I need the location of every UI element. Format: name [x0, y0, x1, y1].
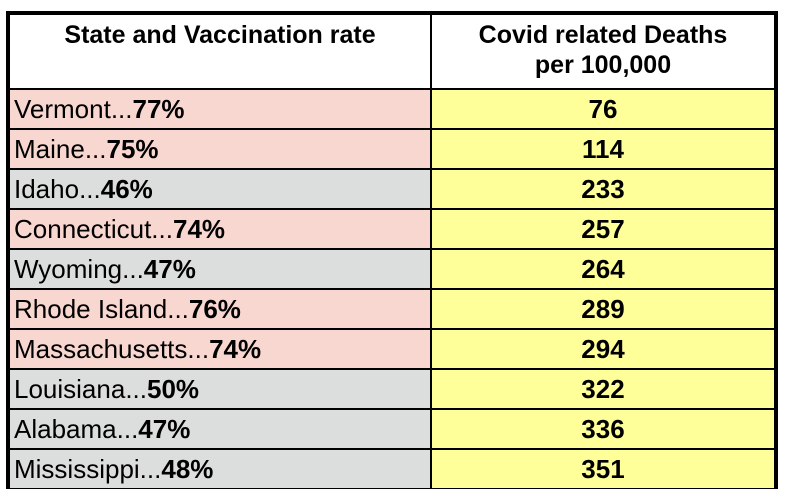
vaccination-rate: 77%: [132, 94, 185, 124]
deaths-cell: 257: [432, 210, 774, 248]
state-cell: Wyoming...47%: [10, 250, 430, 288]
state-cell: Connecticut...74%: [10, 210, 430, 248]
deaths-value: 264: [581, 254, 625, 284]
state-name: Louisiana...: [14, 374, 147, 404]
deaths-cell: 76: [432, 90, 774, 128]
state-cell: Rhode Island...76%: [10, 290, 430, 328]
state-name: Wyoming...: [14, 254, 144, 284]
table-row: Rhode Island...76% 289: [10, 290, 774, 328]
vaccination-rate: 75%: [106, 134, 159, 164]
deaths-cell: 233: [432, 170, 774, 208]
state-name: Vermont...: [14, 94, 133, 124]
state-name: Idaho...: [14, 174, 101, 204]
deaths-cell: 114: [432, 130, 774, 168]
header-deaths: Covid related Deaths per 100,000: [432, 15, 774, 88]
header-row: State and Vaccination rate Covid related…: [10, 15, 774, 88]
state-cell: Idaho...46%: [10, 170, 430, 208]
deaths-cell: 264: [432, 250, 774, 288]
header-deaths-line1: Covid related Deaths: [478, 21, 728, 49]
deaths-value: 322: [581, 374, 625, 404]
vaccination-rate: 47%: [138, 414, 191, 444]
header-state-vaccination: State and Vaccination rate: [10, 15, 430, 88]
table-row: Wyoming...47% 264: [10, 250, 774, 288]
vaccination-rate: 48%: [161, 454, 214, 484]
table-row: Connecticut...74% 257: [10, 210, 774, 248]
vaccination-rate: 50%: [146, 374, 200, 404]
deaths-cell: 322: [432, 370, 774, 408]
deaths-value: 257: [581, 214, 625, 244]
deaths-value: 336: [581, 414, 625, 444]
vaccination-deaths-table: State and Vaccination rate Covid related…: [8, 13, 776, 490]
vaccination-rate: 74%: [172, 214, 226, 244]
vaccination-rate: 47%: [143, 254, 196, 284]
table-row: Vermont...77% 76: [10, 90, 774, 128]
deaths-value: 114: [582, 134, 624, 164]
deaths-cell: 351: [432, 450, 774, 488]
deaths-value: 289: [581, 294, 625, 324]
state-name: Maine...: [14, 134, 107, 164]
table-row: Maine...75% 114: [10, 130, 774, 168]
deaths-cell: 336: [432, 410, 774, 448]
state-name: Alabama...: [14, 414, 139, 444]
state-name: Rhode Island...: [14, 294, 189, 324]
state-name: Mississippi...: [14, 454, 162, 484]
state-cell: Massachusetts...74%: [10, 330, 430, 368]
deaths-value: 233: [581, 174, 625, 204]
data-table-frame: State and Vaccination rate Covid related…: [6, 11, 778, 489]
state-name: Massachusetts...: [14, 334, 210, 364]
deaths-cell: 294: [432, 330, 774, 368]
deaths-value: 76: [588, 94, 618, 124]
table-row: Massachusetts...74% 294: [10, 330, 774, 368]
deaths-value: 294: [581, 334, 625, 364]
state-cell: Louisiana...50%: [10, 370, 430, 408]
state-cell: Maine...75%: [10, 130, 430, 168]
table-row: Louisiana...50% 322: [10, 370, 774, 408]
vaccination-rate: 74%: [209, 334, 262, 364]
state-cell: Vermont...77%: [10, 90, 430, 128]
state-cell: Mississippi...48%: [10, 450, 430, 488]
state-cell: Alabama...47%: [10, 410, 430, 448]
deaths-cell: 289: [432, 290, 774, 328]
deaths-value: 351: [581, 454, 625, 484]
table-row: Alabama...47% 336: [10, 410, 774, 448]
state-name: Connecticut...: [14, 214, 173, 244]
table-body: Vermont...77% 76 Maine...75% 114 Idaho...46%…: [10, 90, 774, 488]
table-row: Idaho...46% 233: [10, 170, 774, 208]
vaccination-rate: 76%: [188, 294, 241, 324]
table-row: Mississippi...48% 351: [10, 450, 774, 488]
header-deaths-line2: per 100,000: [534, 51, 672, 79]
vaccination-rate: 46%: [100, 174, 153, 204]
